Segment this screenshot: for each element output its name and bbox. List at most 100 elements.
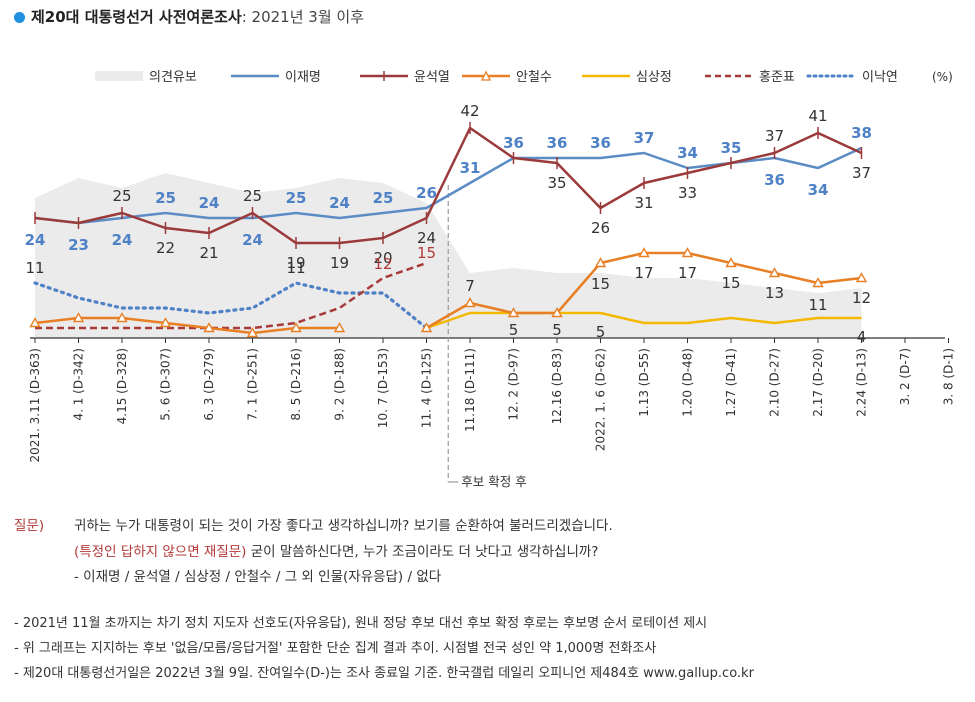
data-label-lee-ny: 11 [286,259,305,277]
x-tick-label: 4.15 (D-328) [115,348,129,424]
question-options: - 이재명 / 윤석열 / 심상정 / 안철수 / 그 외 인물(자유응답) /… [74,569,442,585]
data-label-lee-jm: 23 [68,236,89,254]
x-tick-label: 2.17 (D-20) [811,348,825,417]
data-label-ahn: 5 [552,321,562,339]
data-label-ahn: 13 [765,284,784,302]
data-label-ahn: 15 [721,274,740,292]
data-label-lee-jm: 24 [25,231,46,249]
title-main: 제20대 대통령선거 사전여론조사 [31,8,242,26]
x-tick-label: 10. 7 (D-153) [376,348,390,428]
x-tick-label: 3. 8 (D-1) [942,348,956,405]
series-line-yoon [34,126,863,245]
data-label-lee-jm: 37 [634,129,655,147]
footnote-1: - 2021년 11월 초까지는 차기 정치 지도자 선호도(자유응답), 원내… [14,616,708,631]
series-line-hong [35,261,427,330]
data-label-lee-jm: 31 [460,159,481,177]
point-ahn [116,312,128,323]
x-tick-label: 11. 4 (D-125) [420,348,434,428]
x-tick-label: 3. 2 (D-7) [898,348,912,405]
x-tick-label: 11.18 (D-111) [463,348,477,432]
point-ahn [812,277,824,288]
question-requery-text: 굳이 말씀하신다면, 누가 조금이라도 더 낫다고 생각하십니까? [246,544,599,560]
legend-label-1: 이재명 [285,70,321,85]
legend-label-0: 의견유보 [149,70,197,85]
data-label-lee-jm: 35 [721,139,742,157]
data-label-yoon: 25 [243,187,262,205]
data-label-ahn: 12 [852,289,871,307]
point-ahn [768,267,781,278]
data-label-yoon: 37 [765,127,784,145]
data-label-yoon: 31 [634,194,653,212]
data-label-ahn: 17 [678,264,697,282]
footnote-3: - 제20대 대통령선거일은 2022년 3월 9일. 잔여일수(D-)는 조사… [14,666,754,681]
legend-label-4: 심상정 [636,70,672,85]
data-label-sim: 4 [857,328,867,346]
footnote-2: - 위 그래프는 지지하는 후보 '없음/모름/응답거절' 포함한 단순 집계 … [14,641,657,656]
x-tick-label: 2.10 (D-27) [768,348,782,417]
data-label-lee-jm: 24 [329,194,350,212]
question-line-2: (특정인 답하지 않으면 재질문) 굳이 말씀하신다면, 누가 조금이라도 더 … [74,540,598,560]
x-tick-label: 9. 2 (D-188) [333,348,347,421]
data-label-yoon: 21 [199,244,218,262]
point-ahn [464,297,476,308]
point-ahn [290,322,302,333]
x-tick-label: 12. 2 (D-97) [507,348,521,421]
data-label-ahn: 5 [509,321,519,339]
x-tick-label: 2.24 (D-13) [855,348,869,417]
data-label-lee-jm: 36 [764,171,785,189]
data-label-lee-jm: 36 [503,134,524,152]
point-ahn [159,317,172,328]
title-sub: : 2021년 3월 이후 [241,8,365,26]
x-tick-label: 1.13 (D-55) [637,348,651,417]
data-label-yoon: 35 [547,174,566,192]
point-ahn [246,327,259,338]
data-label-ahn: 17 [634,264,653,282]
data-label-lee-jm: 36 [590,134,611,152]
data-label-lee-jm: 25 [286,189,307,207]
question-line-3: - 이재명 / 윤석열 / 심상정 / 안철수 / 그 외 인물(자유응답) /… [74,565,441,585]
data-label-lee-jm: 38 [851,124,872,142]
point-ahn [594,257,607,268]
data-label-ahn: 15 [591,275,610,293]
question-requery-note: (특정인 답하지 않으면 재질문) [74,544,247,560]
point-ahn [507,307,520,318]
question-label: 질문) [14,518,45,534]
point-ahn [203,322,215,333]
x-tick-label: 1.20 (D-48) [681,348,695,417]
line-chart: 의견유보 이재명 윤석열 안철수 심상정 홍준표 이낙연 (%) 2021. 3.11 (D-3… [25,70,956,489]
x-tick-label: 2022. 1. 6 (D-62) [594,348,608,451]
data-label-sim: 5 [596,323,606,341]
data-label-lee-ny: 11 [25,259,44,277]
data-label-yoon: 37 [852,164,871,182]
x-tick-label: 1.27 (D-41) [724,348,738,417]
data-label-lee-jm: 34 [808,181,829,199]
question-text: 귀하는 누가 대통령이 되는 것이 가장 좋다고 생각하십니까? 보기를 순환하… [74,518,613,534]
data-label-yoon: 19 [330,254,349,272]
data-label-hong: 12 [373,255,392,273]
point-ahn [420,322,433,333]
data-label-yoon: 24 [417,229,436,247]
x-tick-label: 2021. 3.11 (D-363) [28,348,42,463]
data-label-yoon: 41 [808,107,827,125]
x-tick-label: 8. 5 (D-216) [289,348,303,421]
point-ahn [638,247,650,258]
candidate-confirmed-label: 후보 확정 후 [461,474,526,489]
point-ahn [29,317,41,328]
data-label-lee-jm: 25 [373,189,394,207]
data-label-lee-jm: 25 [155,189,176,207]
data-label-yoon: 25 [112,187,131,205]
legend-label-6: 이낙연 [862,70,898,85]
data-label-ahn: 11 [808,296,827,314]
data-label-ahn: 7 [465,277,475,295]
series-area-opinion-reserved [35,173,862,338]
x-tick-label: 5. 6 (D-307) [159,348,173,421]
x-tick-label: 7. 1 (D-251) [246,348,260,421]
point-ahn [72,312,85,323]
data-label-yoon: 20 [373,249,392,267]
point-ahn [551,307,563,318]
data-label-lee-jm: 36 [547,134,568,152]
legend-label-2: 윤석열 [414,70,450,85]
data-label-hong: 15 [417,244,436,262]
x-tick-label: 12.16 (D-83) [550,348,564,424]
point-ahn [333,322,346,333]
